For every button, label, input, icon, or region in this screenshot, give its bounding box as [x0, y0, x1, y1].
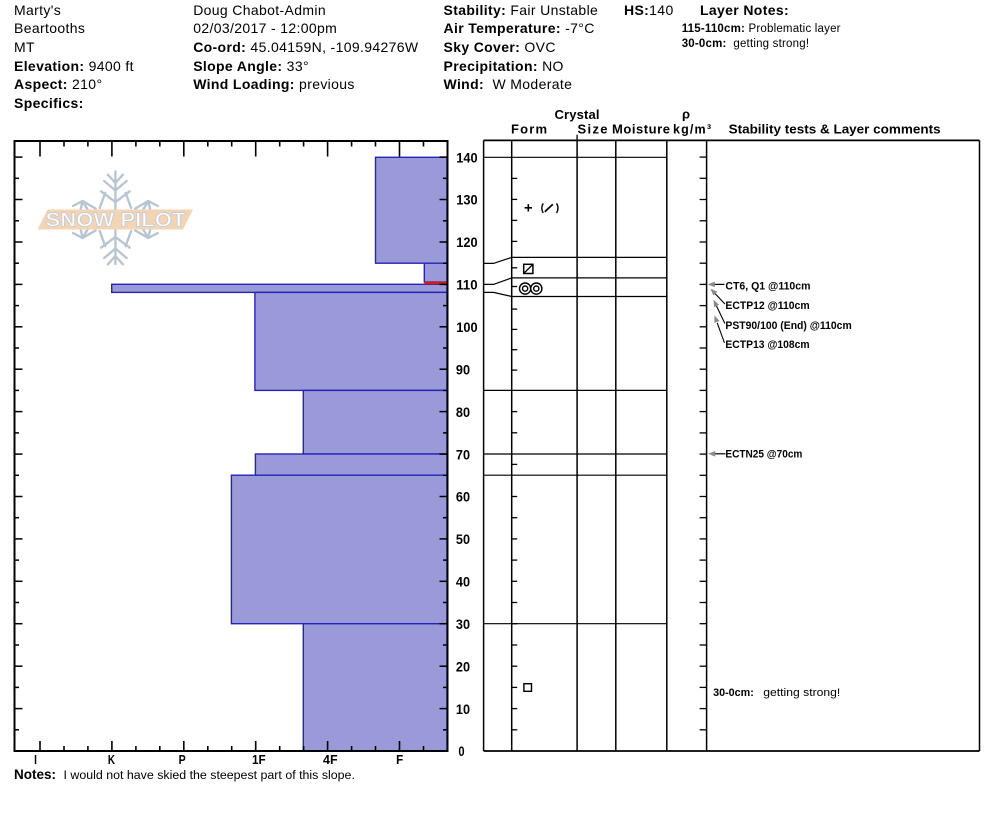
svg-text:F: F [396, 752, 403, 767]
svg-text:50: 50 [456, 532, 470, 548]
svg-text:1F: 1F [252, 752, 266, 767]
svg-text:120: 120 [456, 235, 477, 251]
svg-text:I: I [34, 752, 37, 767]
svg-text:PST90/100 (End) @110cm: PST90/100 (End) @110cm [725, 320, 852, 332]
svg-text:20: 20 [456, 659, 470, 675]
svg-text:CT6, Q1 @110cm: CT6, Q1 @110cm [725, 281, 810, 293]
svg-text:ρ: ρ [682, 107, 690, 122]
svg-text:90: 90 [456, 362, 470, 378]
svg-text:130: 130 [456, 193, 477, 209]
svg-text:P: P [179, 752, 186, 767]
svg-text:Crystal: Crystal [555, 107, 600, 122]
svg-text:140: 140 [456, 150, 477, 166]
svg-text:kg/m³: kg/m³ [673, 123, 711, 137]
svg-text:getting strong!: getting strong! [763, 687, 840, 699]
svg-text:ECTP13 @108cm: ECTP13 @108cm [725, 339, 809, 351]
svg-text:Stability tests & Layer commen: Stability tests & Layer comments [729, 122, 941, 137]
svg-text:30: 30 [456, 617, 470, 633]
svg-text:ECTP12 @110cm: ECTP12 @110cm [725, 300, 809, 312]
svg-text:60: 60 [456, 490, 470, 506]
svg-text:100: 100 [456, 320, 477, 336]
svg-text:0: 0 [458, 744, 464, 760]
svg-text:K: K [108, 752, 115, 767]
svg-text:ECTN25 @70cm: ECTN25 @70cm [725, 449, 802, 461]
svg-text:40: 40 [456, 575, 470, 591]
svg-text:Form: Form [511, 122, 547, 137]
svg-text:Size: Size [578, 122, 608, 137]
svg-text:SNOW PILOT: SNOW PILOT [46, 209, 187, 232]
svg-text:Moisture: Moisture [612, 122, 670, 137]
svg-text:30-0cm:: 30-0cm: [713, 687, 754, 699]
svg-text:70: 70 [456, 447, 470, 463]
svg-text:110: 110 [456, 278, 477, 294]
svg-text:80: 80 [456, 405, 470, 421]
svg-text:4F: 4F [323, 752, 338, 767]
svg-text:10: 10 [456, 702, 470, 718]
